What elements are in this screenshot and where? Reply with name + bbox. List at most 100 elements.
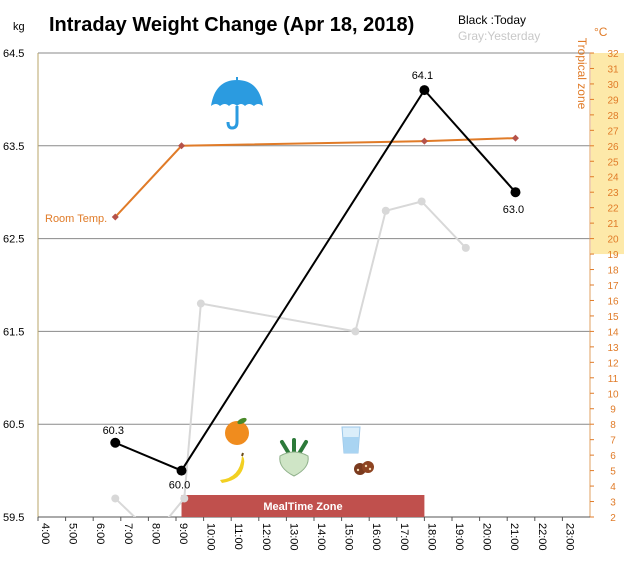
y-right-tick-label: 16 [607, 296, 619, 307]
data-point [461, 243, 470, 252]
y-right-tick-label: 18 [607, 266, 619, 277]
y-right-tick-label: 7 [610, 436, 616, 447]
x-tick-label: 9:00 [177, 523, 189, 544]
x-tick-label: 12:00 [260, 523, 272, 551]
y-left-tick-label: 64.5 [3, 48, 24, 60]
data-point [176, 465, 187, 476]
y-right-tick-label: 14 [607, 327, 619, 338]
meal-time-zone-label: MealTime Zone [263, 501, 342, 513]
y-right-tick-label: 19 [607, 250, 619, 261]
y-right-tick-label: 8 [610, 420, 616, 431]
data-label: 60.3 [103, 425, 124, 437]
turnip-icon [279, 438, 309, 477]
y-right-tick-label: 12 [607, 358, 619, 369]
y-right-tick-label: 28 [607, 111, 619, 122]
y-right-tick-label: 6 [610, 451, 616, 462]
y-right-tick-label: 3 [610, 498, 616, 509]
y-right-tick-label: 27 [607, 126, 619, 137]
tropical-zone-band [591, 53, 624, 255]
y-left-tick-label: 63.5 [3, 141, 24, 153]
room-temp-label: Room Temp. [45, 213, 107, 225]
data-label: 63.0 [503, 204, 524, 216]
water-glass-icon [341, 426, 361, 454]
cookie-chip [364, 464, 368, 468]
cookies-icon [354, 461, 374, 475]
y-right-tick-label: 11 [608, 374, 619, 385]
data-point [381, 206, 390, 215]
data-point [510, 187, 521, 198]
turnip-leaves [280, 438, 308, 454]
x-tick-label: 13:00 [287, 523, 299, 551]
x-tick-label: 19:00 [453, 523, 465, 551]
y-right-tick-label: 9 [610, 405, 616, 416]
series-yesterday [111, 197, 470, 517]
y-right-tick-label: 24 [607, 173, 619, 184]
data-point [180, 494, 189, 503]
y-right-tick-label: 25 [607, 157, 619, 168]
series-room-temp- [111, 134, 519, 221]
data-point [511, 134, 519, 142]
umbrella-canopy [211, 80, 263, 106]
series-today [110, 85, 521, 476]
chart-title: Intraday Weight Change (Apr 18, 2018) [49, 14, 414, 36]
banana-body [220, 456, 245, 483]
cookie-chip [368, 467, 372, 471]
banana-stem [241, 452, 244, 457]
y-right-tick-label: 21 [607, 219, 619, 230]
legend-today: Black :Today [458, 13, 526, 27]
x-tick-label: 10:00 [205, 523, 217, 551]
x-tick-label: 7:00 [122, 523, 134, 544]
orange-body [225, 421, 249, 445]
data-point [110, 437, 121, 448]
y-right-tick-label: 17 [607, 281, 619, 292]
x-tick-label: 20:00 [481, 523, 493, 551]
x-tick-label: 11:00 [232, 523, 244, 550]
series-line [114, 137, 516, 218]
cookie [362, 461, 374, 473]
y-right-tick-label: 10 [607, 389, 619, 400]
y-left-tick-label: 60.5 [3, 419, 24, 431]
y-left-unit: kg [13, 21, 25, 33]
x-tick-label: 21:00 [508, 523, 520, 551]
y-right-tick-label: 22 [607, 204, 619, 215]
y-right-tick-label: 13 [607, 343, 619, 354]
y-right-tick-label: 31 [607, 64, 619, 75]
legend-yesterday: Gray:Yesterday [458, 29, 540, 43]
y-left-tick-label: 62.5 [3, 234, 24, 246]
x-tick-label: 18:00 [425, 523, 437, 551]
x-tick-label: 4:00 [39, 523, 51, 544]
umbrella-icon [211, 77, 263, 130]
y-right-tick-label: 20 [607, 235, 619, 246]
y-right-tick-label: 15 [607, 312, 619, 323]
tropical-zone-label: Tropical zone [575, 38, 589, 110]
data-point [111, 494, 120, 503]
banana-icon [220, 452, 245, 483]
y-right-tick-label: 30 [607, 80, 619, 91]
meal-time-zone-bar [181, 495, 425, 517]
x-tick-label: 6:00 [94, 523, 106, 544]
cookie-chip [356, 468, 360, 472]
x-tick-label: 8:00 [149, 523, 161, 544]
y-right-tick-label: 26 [607, 142, 619, 153]
data-point [419, 85, 430, 96]
x-tick-label: 16:00 [370, 523, 382, 551]
data-point [417, 197, 426, 206]
x-tick-label: 22:00 [536, 523, 548, 551]
series-line [114, 88, 517, 472]
y-left-tick-label: 59.5 [3, 512, 24, 524]
y-right-tick-label: 2 [610, 513, 616, 524]
y-right-unit: °C [594, 25, 608, 39]
y-right-tick-label: 4 [610, 482, 616, 493]
x-tick-label: 15:00 [343, 523, 355, 551]
data-point [351, 327, 360, 336]
orange-leaf [237, 417, 247, 425]
orange-icon [225, 417, 249, 445]
data-point [420, 137, 428, 145]
y-right-tick-label: 29 [607, 95, 619, 106]
x-tick-label: 23:00 [563, 523, 575, 551]
data-point [196, 299, 205, 308]
data-label: 60.0 [169, 480, 190, 492]
y-right-tick-label: 23 [607, 188, 619, 199]
